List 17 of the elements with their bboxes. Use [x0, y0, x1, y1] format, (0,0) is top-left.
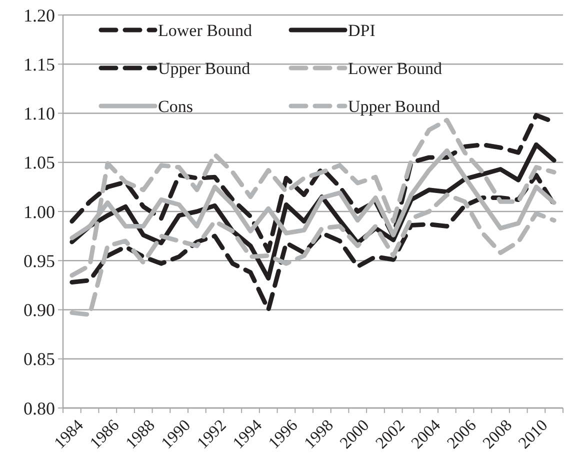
legend-label: Upper Bound — [348, 96, 441, 116]
y-tick-label: 1.05 — [24, 152, 55, 173]
y-tick-label: 1.10 — [24, 104, 55, 124]
y-tick-label: 1.15 — [24, 54, 55, 74]
legend-label: Upper Bound — [158, 58, 251, 78]
line-series — [70, 192, 556, 317]
legend-label: Lower Bound — [158, 20, 252, 40]
legend-label: DPI — [348, 20, 376, 40]
legend-label: Cons — [158, 96, 193, 116]
y-tick-label: 0.85 — [24, 349, 55, 370]
line-series — [70, 118, 556, 278]
y-tick-label: 1.20 — [24, 5, 55, 26]
legend-label: Lower Bound — [348, 58, 442, 78]
y-tick-label: 0.95 — [24, 250, 55, 271]
y-tick-label: 0.80 — [24, 398, 55, 418]
y-tick-label: 0.90 — [24, 300, 55, 320]
y-tick-label: 1.00 — [24, 202, 55, 222]
